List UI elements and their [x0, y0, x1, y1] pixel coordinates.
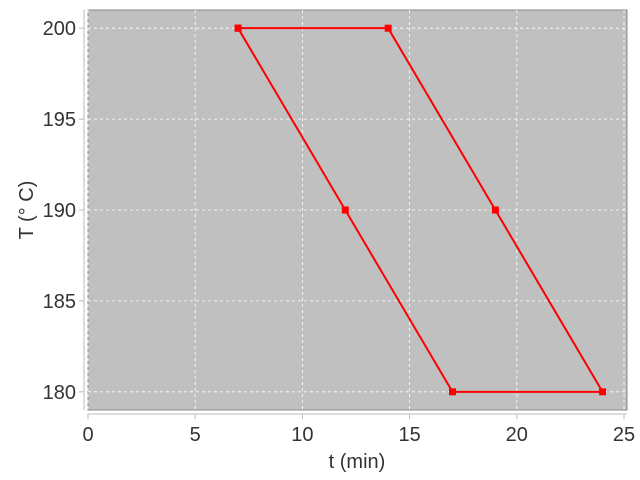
series: [234, 24, 607, 396]
x-tick-label: 15: [398, 424, 420, 446]
x-tick-label: 25: [613, 424, 635, 446]
y-tick-label: 190: [43, 200, 76, 222]
data-point: [384, 24, 392, 32]
grid: [87, 10, 627, 410]
y-tick-label: 185: [43, 291, 76, 313]
x-tick-label: 20: [506, 424, 528, 446]
y-tick-label: 195: [43, 109, 76, 131]
x-tick-label: 0: [82, 424, 93, 446]
ticks: 0 5 10 15 20 25 180 185 190 195 200: [43, 18, 635, 446]
data-point: [448, 388, 456, 396]
data-point: [341, 206, 349, 214]
x-tick-label: 10: [291, 424, 313, 446]
data-point: [491, 206, 499, 214]
plot-area: [87, 9, 628, 411]
data-point: [599, 388, 607, 396]
y-tick-label: 200: [43, 18, 76, 40]
data-point: [234, 24, 242, 32]
x-axis-label: t (min): [329, 451, 386, 473]
x-tick-label: 5: [190, 424, 201, 446]
y-axis-label: T (° C): [16, 181, 38, 240]
y-tick-label: 180: [43, 382, 76, 404]
